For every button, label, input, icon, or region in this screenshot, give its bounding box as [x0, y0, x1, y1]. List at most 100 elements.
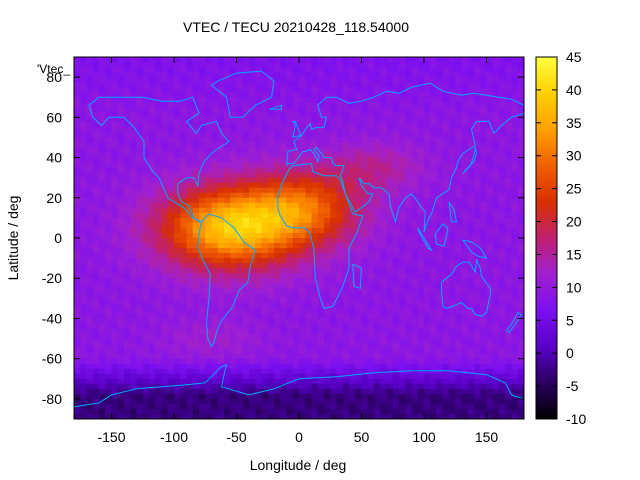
heatmap-cell: [355, 378, 363, 385]
heatmap-cell: [130, 112, 138, 118]
heatmap-cell: [111, 122, 119, 128]
heatmap-cell: [517, 57, 524, 63]
heatmap-cell: [380, 313, 388, 320]
heatmap-cell: [105, 77, 113, 83]
heatmap-cell: [317, 197, 325, 204]
heatmap-cell: [124, 348, 131, 355]
heatmap-cell: [111, 293, 119, 299]
heatmap-cell: [386, 157, 394, 164]
heatmap-cell: [392, 318, 400, 325]
heatmap-cell: [361, 338, 369, 345]
heatmap-cell: [261, 353, 269, 360]
heatmap-cell: [149, 403, 156, 410]
heatmap-cell: [305, 127, 313, 134]
heatmap-cell: [492, 157, 500, 164]
heatmap-cell: [267, 278, 275, 284]
heatmap-cell: [111, 72, 119, 78]
heatmap-cell: [455, 293, 463, 299]
heatmap-cell: [86, 112, 94, 118]
heatmap-cell: [261, 107, 269, 113]
heatmap-cell: [149, 308, 156, 315]
heatmap-cell: [199, 338, 206, 345]
heatmap-cell: [305, 378, 313, 385]
heatmap-cell: [105, 363, 113, 370]
heatmap-cell: [417, 157, 425, 164]
heatmap-cell: [155, 112, 163, 118]
heatmap-cell: [167, 363, 175, 370]
heatmap-cell: [117, 217, 125, 224]
heatmap-cell: [336, 328, 344, 335]
heatmap-cell: [74, 338, 81, 345]
heatmap-cell: [199, 263, 206, 269]
heatmap-cell: [236, 348, 244, 355]
heatmap-cell: [492, 323, 500, 330]
heatmap-cell: [486, 353, 494, 360]
heatmap-cell: [211, 72, 219, 78]
heatmap-cell: [474, 268, 481, 274]
heatmap-cell: [355, 308, 363, 315]
heatmap-cell: [249, 363, 256, 370]
heatmap-cell: [261, 57, 269, 63]
heatmap-cell: [149, 162, 156, 169]
heatmap-cell: [411, 177, 419, 184]
heatmap-cell: [130, 293, 138, 299]
heatmap-cell: [492, 112, 500, 118]
heatmap-cell: [474, 142, 481, 149]
heatmap-cell: [499, 323, 506, 330]
heatmap-cell: [180, 293, 188, 299]
heatmap-cell: [99, 142, 106, 149]
heatmap-cell: [136, 182, 144, 189]
heatmap-cell: [361, 258, 369, 264]
heatmap-cell: [305, 353, 313, 360]
heatmap-cell: [411, 102, 419, 108]
heatmap-cell: [161, 197, 169, 204]
heatmap-cell: [455, 288, 463, 294]
heatmap-cell: [261, 313, 269, 320]
heatmap-cell: [155, 373, 163, 380]
heatmap-cell: [255, 122, 263, 128]
heatmap-cell: [286, 253, 294, 259]
heatmap-cell: [392, 142, 400, 149]
heatmap-cell: [380, 328, 388, 335]
heatmap-cell: [255, 343, 263, 350]
heatmap-cell: [186, 67, 194, 73]
heatmap-cell: [255, 393, 263, 400]
heatmap-cell: [492, 202, 500, 209]
heatmap-cell: [80, 92, 88, 98]
heatmap-cell: [199, 368, 206, 375]
heatmap-cell: [86, 288, 94, 294]
heatmap-cell: [261, 303, 269, 309]
heatmap-cell: [330, 57, 338, 63]
heatmap-cell: [230, 388, 238, 395]
heatmap-cell: [111, 152, 119, 159]
heatmap-cell: [161, 273, 169, 279]
heatmap-cell: [74, 87, 81, 93]
heatmap-cell: [92, 222, 100, 229]
heatmap-cell: [236, 373, 244, 380]
heatmap-cell: [349, 248, 356, 254]
heatmap-cell: [180, 328, 188, 335]
heatmap-cell: [467, 232, 475, 239]
heatmap-cell: [411, 343, 419, 350]
heatmap-cell: [324, 238, 331, 244]
heatmap-cell: [124, 67, 131, 73]
heatmap-cell: [336, 182, 344, 189]
heatmap-cell: [199, 398, 206, 405]
heatmap-cell: [374, 117, 381, 123]
heatmap-cell: [405, 353, 413, 360]
heatmap-cell: [486, 232, 494, 239]
heatmap-cell: [367, 87, 375, 93]
heatmap-cell: [480, 182, 488, 189]
heatmap-cell: [480, 248, 488, 254]
heatmap-cell: [99, 343, 106, 350]
heatmap-cell: [136, 303, 144, 309]
heatmap-cell: [492, 238, 500, 244]
heatmap-cell: [467, 388, 475, 395]
heatmap-cell: [236, 127, 244, 134]
heatmap-cell: [99, 202, 106, 209]
heatmap-cell: [286, 358, 294, 365]
heatmap-cell: [305, 232, 313, 239]
heatmap-cell: [142, 152, 150, 159]
heatmap-cell: [336, 112, 344, 118]
heatmap-cell: [86, 197, 94, 204]
